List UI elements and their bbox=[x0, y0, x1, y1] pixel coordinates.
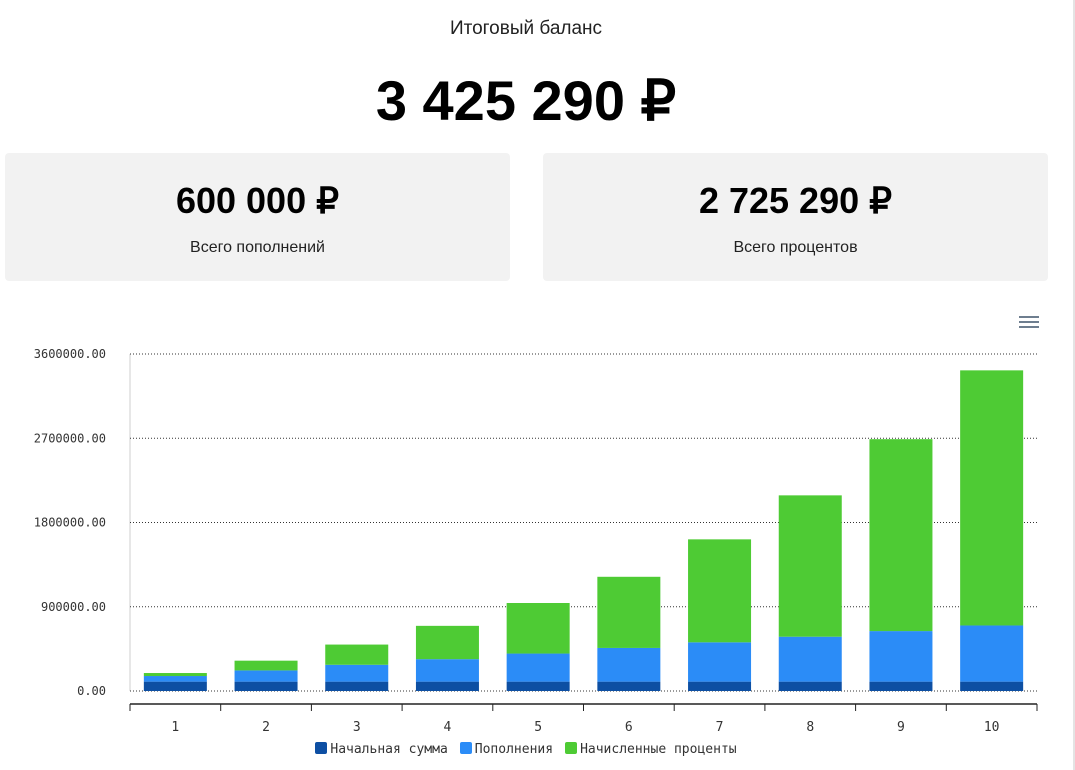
deposits-card: 600 000 ₽ Всего пополнений bbox=[5, 153, 510, 281]
bar-segment bbox=[960, 681, 1024, 691]
bar-segment bbox=[778, 636, 842, 682]
legend-label: Начисленные проценты bbox=[580, 742, 737, 757]
bar-segment bbox=[869, 631, 933, 682]
deposits-total-value: 600 000 ₽ bbox=[175, 180, 340, 221]
bar-segment bbox=[597, 647, 661, 682]
bar-segment bbox=[688, 642, 752, 682]
bar-segment bbox=[960, 625, 1024, 682]
x-tick-label: 3 bbox=[353, 720, 361, 735]
legend-swatch bbox=[565, 742, 578, 754]
bar-segment bbox=[143, 676, 207, 682]
bar-segment bbox=[234, 681, 298, 691]
bar-segment bbox=[506, 603, 570, 654]
bar-segment bbox=[597, 681, 661, 691]
chart-legend: Начальная сумма Пополнения Начисленные про… bbox=[0, 742, 1052, 757]
x-tick-label: 9 bbox=[897, 720, 905, 735]
bar-segment bbox=[688, 539, 752, 643]
bar-segment bbox=[143, 681, 207, 691]
x-tick-label: 2 bbox=[262, 720, 270, 735]
bar-segment bbox=[869, 439, 933, 632]
interest-total-value: 2 725 290 ₽ bbox=[698, 180, 893, 221]
bar-segment bbox=[415, 659, 479, 682]
legend-item[interactable]: Начисленные проценты bbox=[565, 742, 737, 757]
bar-segment bbox=[506, 653, 570, 682]
deposits-total-label: Всего пополнений bbox=[190, 239, 325, 256]
bar-segment bbox=[325, 644, 389, 665]
final-balance-title: Итоговый баланс bbox=[449, 18, 603, 39]
legend-swatch bbox=[315, 742, 328, 754]
chart-menu-icon[interactable] bbox=[1019, 316, 1039, 330]
legend-item[interactable]: Пополнения bbox=[459, 742, 554, 757]
legend-label: Начальная сумма bbox=[330, 742, 448, 757]
page-right-border bbox=[1073, 0, 1075, 770]
bar-segment bbox=[688, 681, 752, 691]
x-tick-label: 1 bbox=[171, 720, 179, 735]
final-balance-value: 3 425 290 ₽ bbox=[375, 69, 677, 132]
bar-segment bbox=[869, 681, 933, 691]
x-tick-label: 7 bbox=[716, 720, 724, 735]
y-tick-label: 900000.00 bbox=[41, 600, 106, 614]
x-tick-label: 8 bbox=[806, 720, 814, 735]
x-tick-label: 5 bbox=[534, 720, 542, 735]
balance-chart: 0.00 900000.00 1800000.00 2700000.00 3600000… bbox=[34, 347, 1038, 735]
bar-segment bbox=[325, 664, 389, 682]
bar-segment bbox=[506, 681, 570, 691]
y-tick-label: 2700000.00 bbox=[34, 431, 106, 445]
bar-segment bbox=[778, 681, 842, 691]
legend-item[interactable]: Начальная сумма bbox=[315, 742, 448, 757]
x-tick-label: 10 bbox=[984, 720, 1000, 735]
y-tick-label: 1800000.00 bbox=[34, 516, 106, 530]
bar-segment bbox=[325, 681, 389, 691]
bar-segment bbox=[143, 673, 207, 677]
bar-segment bbox=[234, 670, 298, 682]
y-tick-label: 0.00 bbox=[77, 684, 106, 698]
interest-total-label: Всего процентов bbox=[733, 239, 858, 256]
x-tick-label: 6 bbox=[625, 720, 633, 735]
bar-segment bbox=[960, 370, 1024, 626]
interest-card: 2 725 290 ₽ Всего процентов bbox=[543, 153, 1048, 281]
bar-segment bbox=[234, 660, 298, 671]
bar-segment bbox=[597, 576, 661, 648]
legend-label: Пополнения bbox=[474, 742, 554, 757]
y-tick-label: 3600000.00 bbox=[34, 347, 106, 361]
legend-swatch bbox=[459, 742, 472, 754]
bar-segment bbox=[415, 625, 479, 660]
x-tick-label: 4 bbox=[444, 720, 452, 735]
bar-segment bbox=[778, 495, 842, 637]
bar-segment bbox=[415, 681, 479, 691]
